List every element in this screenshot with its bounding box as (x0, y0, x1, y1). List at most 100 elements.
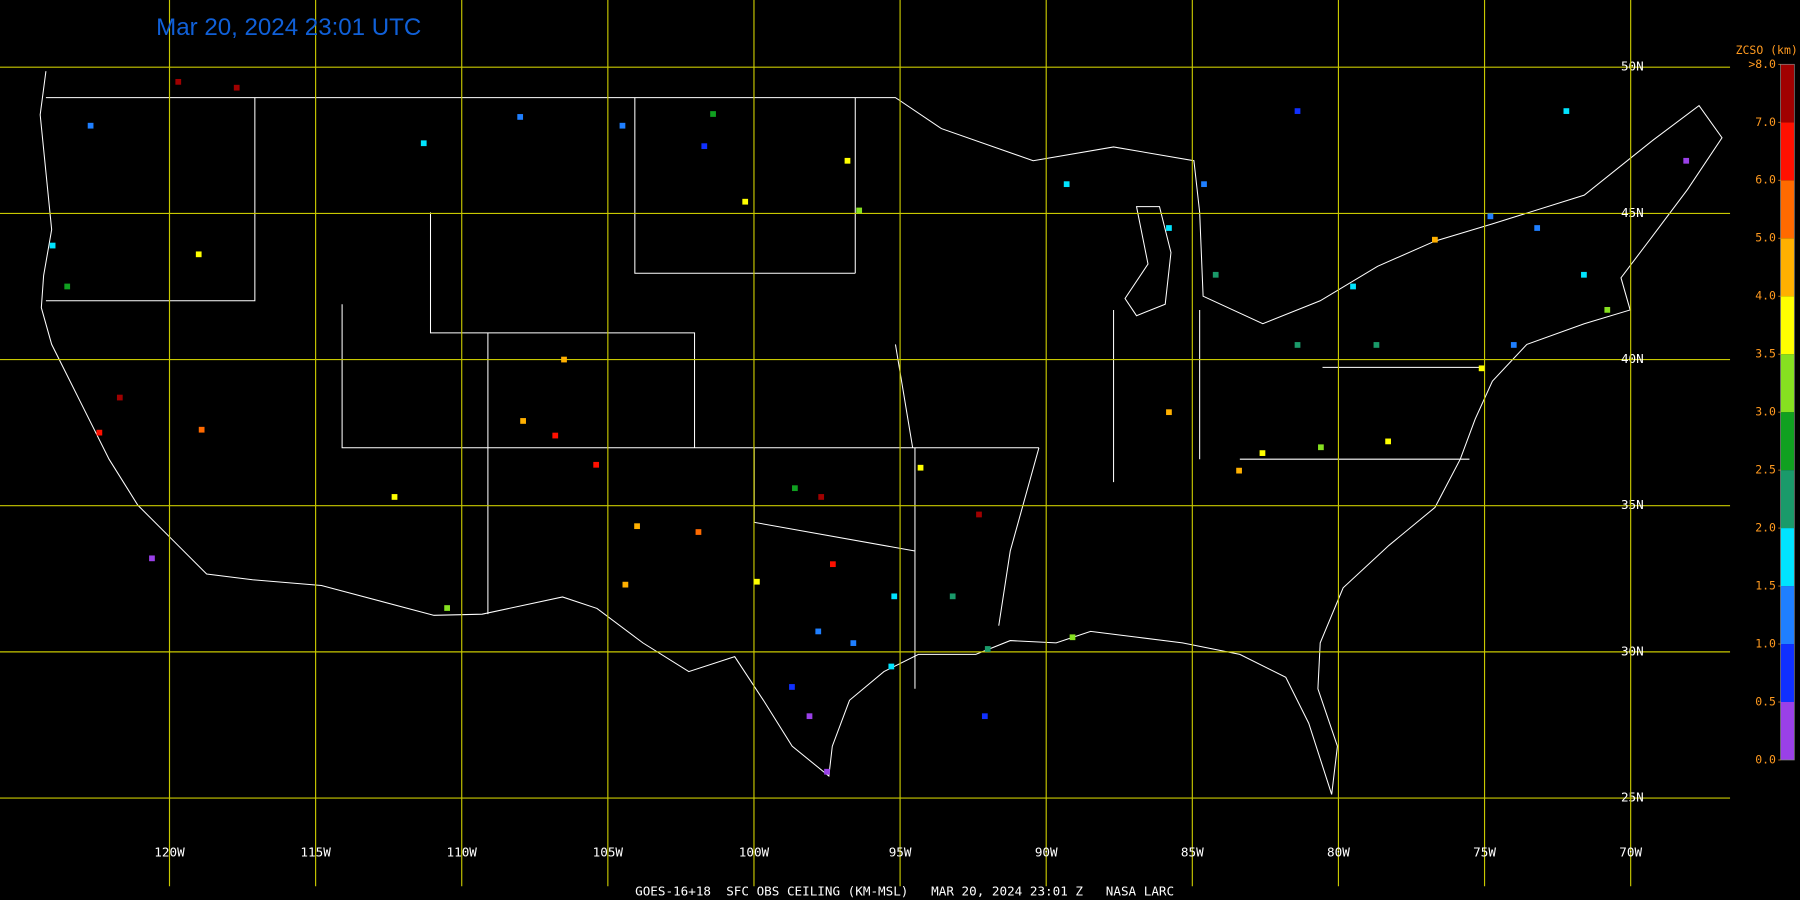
station-obs (175, 78, 182, 85)
station-obs (1166, 409, 1172, 416)
station-obs (815, 628, 822, 635)
colorbar-label: 7.0 (1755, 115, 1776, 129)
station-obs (1201, 181, 1207, 188)
colorbar-swatch (1780, 354, 1795, 413)
colorbar-swatch (1780, 644, 1795, 703)
station-obs (710, 111, 716, 117)
station-obs (1563, 108, 1570, 114)
colorbar-label: 5.0 (1755, 231, 1776, 245)
lon-label: 70W (1619, 844, 1642, 859)
station-obs (856, 207, 863, 214)
lon-label: 110W (447, 844, 478, 859)
station-obs (1534, 225, 1541, 231)
station-obs (1350, 283, 1356, 290)
lon-label: 85W (1181, 844, 1204, 859)
station-obs (198, 426, 205, 433)
station-obs (806, 713, 813, 720)
lat-label: 25N (1621, 790, 1644, 805)
station-obs (1318, 444, 1324, 451)
station-obs (1581, 271, 1587, 278)
station-obs (1683, 157, 1690, 164)
map-title: Mar 20, 2024 23:01 UTC (156, 14, 421, 41)
station-obs (444, 605, 450, 611)
station-obs (742, 198, 749, 205)
station-obs (593, 461, 600, 468)
station-obs (622, 581, 629, 588)
lat-label: 50N (1621, 59, 1644, 74)
us-outline (39, 71, 1723, 795)
state-lines (45, 97, 1481, 689)
station-obs (949, 593, 956, 600)
lat-label: 45N (1621, 205, 1644, 220)
graticule: 50N 45N 40N 35N 30N 25N 120W 115W 110W 105W 100W 95… (0, 0, 1731, 887)
station-obs (87, 122, 94, 129)
lon-label: 90W (1035, 844, 1058, 859)
colorbar-label: 2.0 (1755, 521, 1776, 535)
station-obs (1487, 213, 1494, 220)
station-obs (149, 555, 155, 562)
station-obs (850, 640, 857, 646)
colorbar-label: 2.5 (1755, 463, 1776, 477)
station-obs (818, 494, 825, 500)
station-obs (195, 251, 202, 258)
colorbar-label: 1.0 (1755, 637, 1776, 651)
colorbar-swatch (1780, 180, 1795, 239)
colorbar: ZCSO (km) 0.0 0.5 1.0 1.5 2.0 2.5 3.0 3.5 4.0 5.0 6… (1736, 43, 1798, 766)
station-obs (1510, 342, 1517, 348)
lon-label: 95W (889, 844, 912, 859)
station-obs (1373, 342, 1380, 348)
lat-label: 40N (1621, 351, 1644, 366)
station-obs (984, 646, 991, 652)
lon-label: 100W (739, 844, 770, 859)
station-obs (789, 684, 795, 690)
station-obs (976, 511, 982, 518)
station-obs (1259, 450, 1266, 456)
station-obs (64, 283, 71, 290)
lon-label: 75W (1473, 844, 1496, 859)
station-obs (552, 432, 559, 439)
station-obs (96, 429, 103, 436)
station-obs (1478, 365, 1485, 372)
station-obs (233, 84, 240, 91)
station-obs (824, 768, 830, 775)
colorbar-label: 6.0 (1755, 173, 1776, 187)
station-obs (1294, 342, 1301, 348)
colorbar-title: ZCSO (km) (1736, 43, 1798, 57)
station-obs (754, 578, 760, 585)
lon-label: 80W (1327, 844, 1350, 859)
station-obs (792, 485, 798, 492)
lon-label: 105W (593, 844, 624, 859)
station-obs (517, 114, 524, 120)
boundaries (39, 71, 1723, 795)
colorbar-swatch (1780, 412, 1795, 471)
station-obs (49, 242, 56, 249)
station-obs (981, 713, 988, 720)
station-obs (1294, 108, 1301, 114)
station-obs (830, 561, 836, 568)
station-obs (634, 523, 640, 530)
station-obs (891, 593, 898, 600)
station-obs (1069, 634, 1076, 641)
station-obs (917, 464, 924, 471)
station-obs (1063, 181, 1070, 188)
colorbar-label: 4.0 (1755, 289, 1776, 303)
station-obs (1604, 306, 1611, 313)
lat-label: 30N (1621, 643, 1644, 658)
station-obs (1432, 236, 1438, 243)
station-obs (1212, 271, 1219, 278)
lon-label: 120W (154, 844, 185, 859)
colorbar-swatch (1780, 528, 1795, 587)
colorbar-label: 1.5 (1755, 579, 1776, 593)
colorbar-swatch (1780, 470, 1795, 529)
station-obs (391, 494, 398, 500)
stations (49, 78, 1690, 775)
station-obs (1385, 438, 1391, 445)
station-obs (888, 663, 895, 670)
lat-label: 35N (1621, 497, 1644, 512)
colorbar-swatch (1780, 296, 1795, 355)
station-obs (116, 394, 123, 401)
colorbar-label: >8.0 (1748, 57, 1776, 71)
colorbar-label: 0.0 (1755, 752, 1776, 766)
